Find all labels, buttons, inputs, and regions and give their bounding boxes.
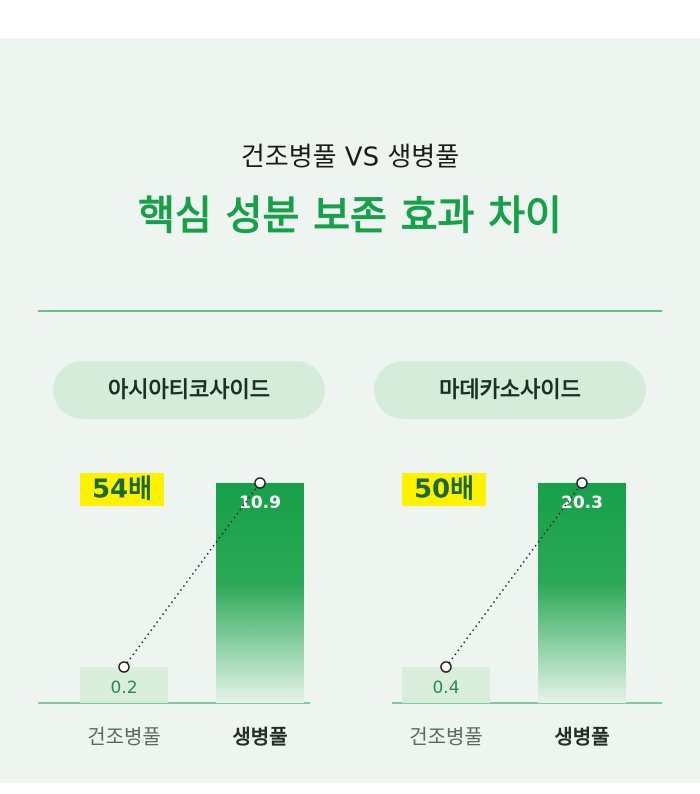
subtitle: 건조병풀 VS 생병풀 (241, 143, 459, 173)
pill (374, 361, 646, 419)
bar-shade (402, 667, 490, 703)
x-tick-label: 건조병풀 (87, 725, 161, 749)
highlight (402, 473, 486, 506)
x-tick-label: 건조병풀 (409, 725, 483, 749)
bar (538, 483, 626, 703)
x-tick-label: 생병풀 (232, 725, 287, 749)
dot (118, 661, 130, 673)
annotation: 50배 (414, 475, 474, 505)
bar (216, 483, 304, 703)
x-tick-label: 생병풀 (554, 725, 609, 749)
value-label: 0.4 (432, 678, 459, 698)
pill (53, 361, 325, 419)
dot (576, 477, 588, 489)
dot (440, 661, 452, 673)
connector (123, 482, 261, 668)
value-label: 0.2 (110, 678, 137, 698)
dot (254, 477, 266, 489)
bar-shade (80, 667, 168, 703)
chart-title: 아시아티코사이드 (108, 378, 270, 403)
value-label: 10.9 (239, 493, 281, 513)
title: 핵심 성분 보존 효과 차이 (138, 193, 562, 239)
annotation: 54배 (92, 475, 152, 505)
highlight (80, 473, 164, 506)
chart-title: 마데카소사이드 (439, 378, 581, 403)
value-label: 20.3 (561, 493, 603, 513)
connector (445, 482, 583, 668)
